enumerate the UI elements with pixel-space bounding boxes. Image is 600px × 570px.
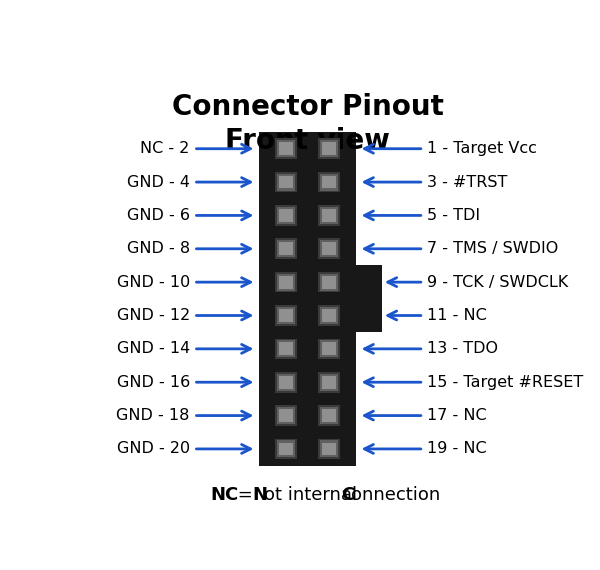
Text: GND - 10: GND - 10 [116, 275, 190, 290]
Bar [320, 207, 338, 224]
Bar [275, 372, 297, 393]
Bar [277, 274, 295, 291]
Bar [279, 276, 293, 288]
Bar [279, 309, 293, 322]
Text: N: N [253, 486, 268, 504]
Text: GND - 14: GND - 14 [116, 341, 190, 356]
Text: 13 - TDO: 13 - TDO [427, 341, 499, 356]
Text: ot internal: ot internal [264, 486, 363, 504]
Text: NC: NC [210, 486, 238, 504]
Bar [318, 272, 340, 292]
Bar [279, 142, 293, 155]
Text: GND - 18: GND - 18 [116, 408, 190, 423]
Bar [320, 274, 338, 291]
Text: 17 - NC: 17 - NC [427, 408, 487, 423]
Bar [320, 307, 338, 324]
Bar [322, 442, 336, 455]
Bar [322, 242, 336, 255]
Text: 3 - #TRST: 3 - #TRST [427, 174, 508, 190]
Bar [318, 205, 340, 226]
Bar [322, 209, 336, 222]
Bar [318, 139, 340, 159]
Bar [275, 238, 297, 259]
Text: GND - 4: GND - 4 [127, 174, 190, 190]
Text: GND - 8: GND - 8 [127, 241, 190, 256]
Bar [277, 374, 295, 390]
Bar [318, 405, 340, 426]
Bar [320, 241, 338, 257]
Text: Connector Pinout
Front view: Connector Pinout Front view [172, 92, 443, 155]
Bar [322, 176, 336, 189]
Bar [318, 372, 340, 393]
Bar [279, 176, 293, 189]
Bar [277, 207, 295, 224]
Text: 5 - TDI: 5 - TDI [427, 208, 481, 223]
Bar [279, 209, 293, 222]
Text: C: C [341, 486, 354, 504]
Bar [322, 276, 336, 288]
Bar [277, 307, 295, 324]
Bar [275, 305, 297, 326]
Bar [356, 266, 382, 332]
Bar [277, 140, 295, 157]
Bar [320, 374, 338, 390]
Bar [279, 442, 293, 455]
Bar [275, 339, 297, 359]
Text: GND - 12: GND - 12 [116, 308, 190, 323]
Bar [318, 438, 340, 459]
Text: 7 - TMS / SWDIO: 7 - TMS / SWDIO [427, 241, 559, 256]
Bar [277, 241, 295, 257]
Text: 9 - TCK / SWDCLK: 9 - TCK / SWDCLK [427, 275, 569, 290]
Bar [279, 242, 293, 255]
Bar [320, 407, 338, 424]
Bar [322, 376, 336, 389]
Bar [279, 409, 293, 422]
Bar [259, 132, 356, 466]
Bar [277, 407, 295, 424]
Text: 15 - Target #RESET: 15 - Target #RESET [427, 374, 584, 390]
Bar [279, 343, 293, 355]
Text: GND - 6: GND - 6 [127, 208, 190, 223]
Bar [277, 441, 295, 457]
Bar [277, 174, 295, 190]
Bar [320, 340, 338, 357]
Bar [318, 339, 340, 359]
Bar [318, 305, 340, 326]
Bar [277, 340, 295, 357]
Bar [322, 142, 336, 155]
Bar [322, 409, 336, 422]
Bar [318, 172, 340, 193]
Bar [320, 441, 338, 457]
Bar [275, 438, 297, 459]
Text: =: = [232, 486, 259, 504]
Bar [275, 139, 297, 159]
Bar [275, 205, 297, 226]
Text: GND - 16: GND - 16 [116, 374, 190, 390]
Text: 1 - Target Vcc: 1 - Target Vcc [427, 141, 538, 156]
Bar [275, 272, 297, 292]
Text: 11 - NC: 11 - NC [427, 308, 487, 323]
Bar [320, 174, 338, 190]
Text: NC - 2: NC - 2 [140, 141, 190, 156]
Text: 19 - NC: 19 - NC [427, 441, 487, 457]
Bar [279, 376, 293, 389]
Bar [322, 309, 336, 322]
Bar [275, 405, 297, 426]
Text: GND - 20: GND - 20 [117, 441, 190, 457]
Bar [322, 343, 336, 355]
Bar [275, 172, 297, 193]
Bar [320, 140, 338, 157]
Text: onnection: onnection [351, 486, 440, 504]
Bar [318, 238, 340, 259]
